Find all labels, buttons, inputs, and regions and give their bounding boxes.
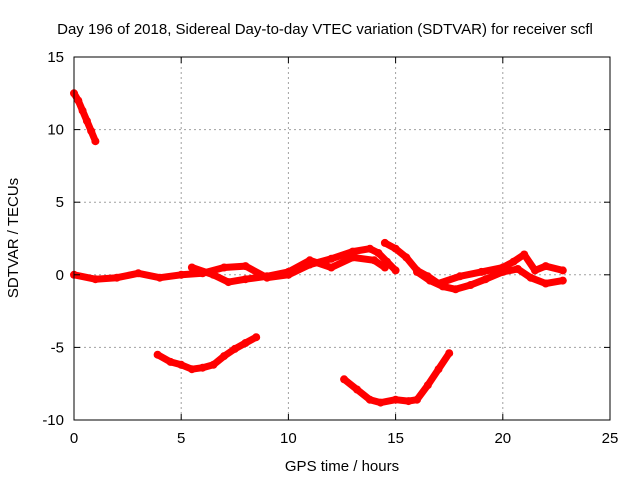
data-point: [365, 395, 374, 404]
data-point: [455, 272, 464, 281]
data-point: [376, 398, 385, 407]
data-point: [541, 262, 550, 271]
data-point: [526, 273, 535, 282]
x-tick-label: 10: [280, 430, 297, 447]
data-point: [380, 263, 389, 272]
data-point: [166, 357, 175, 366]
data-point: [374, 249, 383, 257]
data-point: [541, 279, 550, 288]
y-tick-label: 0: [56, 267, 64, 284]
x-tick-label: 15: [387, 430, 404, 447]
y-tick-label: 10: [47, 122, 64, 139]
data-point: [220, 263, 229, 272]
data-point: [82, 116, 91, 125]
data-point: [209, 270, 218, 279]
data-point: [380, 238, 389, 247]
data-point: [353, 385, 361, 394]
data-point: [434, 365, 443, 374]
chart-title: Day 196 of 2018, Sidereal Day-to-day VTE…: [57, 21, 593, 38]
y-tick-label: 5: [56, 194, 64, 211]
y-axis-label: SDTVAR / TECUs: [5, 178, 22, 298]
x-tick-labels: 0 5 10 15 20 25: [70, 430, 619, 447]
data-point: [327, 263, 336, 272]
data-point: [425, 276, 434, 285]
data-point: [558, 266, 567, 275]
data-point: [445, 349, 454, 358]
data-point: [241, 262, 250, 271]
data-point: [348, 247, 357, 256]
data-point: [466, 281, 475, 289]
data-point: [74, 96, 83, 105]
data-point: [558, 276, 567, 285]
data-track-track-g: [340, 349, 453, 407]
data-point: [284, 267, 293, 276]
data-point: [252, 333, 261, 342]
data-point: [520, 250, 529, 259]
data-points: [70, 89, 567, 407]
x-tick-label: 25: [602, 430, 619, 447]
data-point: [198, 363, 207, 372]
data-point: [423, 381, 432, 390]
data-point: [327, 254, 336, 263]
data-point: [177, 360, 186, 369]
data-point: [263, 272, 271, 281]
data-point: [230, 344, 239, 353]
data-point: [91, 137, 100, 146]
data-point: [220, 352, 229, 361]
data-point: [241, 339, 250, 347]
y-tick-label: 15: [47, 49, 64, 66]
data-point: [87, 127, 96, 136]
data-point: [91, 275, 100, 284]
data-point: [509, 257, 518, 266]
data-point: [112, 273, 121, 282]
x-axis-label: GPS time / hours: [285, 458, 399, 475]
data-point: [531, 266, 539, 275]
data-track-track-f: [154, 333, 260, 373]
data-point: [305, 256, 314, 265]
data-point: [370, 256, 379, 265]
y-tick-label: -5: [51, 339, 64, 356]
data-point: [153, 350, 162, 359]
data-point: [224, 278, 233, 287]
data-point: [391, 395, 400, 404]
data-point: [365, 244, 374, 253]
data-point: [477, 267, 486, 276]
data-point: [134, 269, 143, 278]
data-point: [209, 360, 218, 369]
data-point: [177, 270, 186, 279]
data-point: [241, 275, 250, 284]
x-tick-label: 5: [177, 430, 185, 447]
data-point: [513, 265, 522, 273]
data-point: [187, 263, 196, 272]
data-point: [187, 365, 196, 374]
y-tick-label: -10: [42, 412, 64, 429]
data-point: [78, 106, 87, 115]
y-tick-labels: -10 -5 0 5 10 15: [42, 49, 64, 429]
data-point: [391, 266, 400, 275]
x-tick-label: 0: [70, 430, 78, 447]
data-point: [404, 397, 413, 406]
data-point: [348, 253, 357, 262]
data-point: [498, 267, 507, 276]
data-point: [155, 273, 164, 282]
data-point: [481, 275, 490, 284]
x-tick-label: 20: [494, 430, 511, 447]
data-point: [402, 253, 411, 262]
data-point: [438, 282, 447, 291]
data-point: [340, 375, 349, 384]
axis-ticks: [73, 56, 611, 421]
data-point: [391, 244, 400, 253]
data-point: [413, 267, 421, 276]
plot-frame: [73, 56, 611, 421]
data-point: [451, 285, 460, 294]
data-point: [413, 395, 421, 404]
